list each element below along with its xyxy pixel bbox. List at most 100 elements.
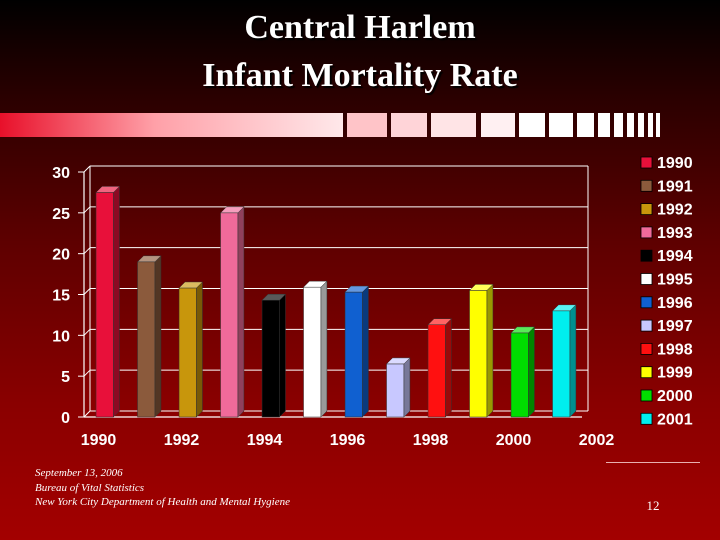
- legend-swatch-1998: [640, 342, 653, 355]
- legend-label-1996: 1996: [657, 295, 693, 312]
- bar-1991: [136, 255, 162, 418]
- legend-swatch-2001: [640, 412, 653, 425]
- bar-top: [385, 357, 411, 365]
- bar-front: [220, 212, 239, 418]
- title-line-2: Infant Mortality Rate: [202, 57, 518, 94]
- bar-chart: 0 5 10 15 20 25 30 1990 1992 1994 1996 1998 2000 2002…: [52, 155, 693, 449]
- bar-side: [196, 281, 203, 418]
- bar-1993: [219, 206, 245, 418]
- y-tick-label: 15: [52, 288, 70, 305]
- legend-label-1995: 1995: [657, 272, 693, 289]
- bar-side: [403, 357, 411, 418]
- legend-swatch-1997: [640, 319, 653, 332]
- bar-2000: [510, 326, 536, 418]
- bar-top: [551, 304, 577, 312]
- gridline-diagonal: [83, 206, 91, 214]
- bar-side: [113, 185, 120, 418]
- bar-front: [427, 324, 446, 418]
- bar-side: [320, 280, 328, 418]
- y-tick-label: 0: [61, 410, 70, 427]
- legend-swatch-1999: [640, 366, 653, 379]
- legend-swatch-1994: [640, 249, 653, 262]
- bar-front: [386, 363, 405, 418]
- legend-swatch-1993: [640, 226, 653, 239]
- gridline-diagonal: [83, 410, 91, 418]
- bar-side: [154, 255, 162, 418]
- legend-swatch-1990: [640, 156, 653, 169]
- bar-1990: [95, 185, 121, 418]
- x-tick-label: 1996: [330, 432, 366, 449]
- legend-swatch-1992: [640, 203, 653, 216]
- footer-bureau: Bureau of Vital Statistics: [35, 482, 145, 494]
- legend-label-1993: 1993: [657, 225, 693, 242]
- gridline-diagonal: [83, 288, 91, 295]
- bar-1997: [385, 357, 411, 418]
- bar-front: [95, 192, 114, 418]
- bar-front: [552, 310, 571, 418]
- bar-side: [279, 293, 286, 418]
- legend-swatch-2000: [640, 389, 653, 402]
- y-tick-label: 25: [52, 206, 70, 223]
- legend-label-1997: 1997: [657, 318, 693, 335]
- bar-top: [261, 293, 287, 301]
- legend-swatch-1996: [640, 296, 653, 309]
- page-number-rule: [606, 462, 700, 463]
- bar-front: [510, 332, 529, 418]
- bar-1994: [261, 293, 287, 418]
- x-tick-label: 1992: [164, 432, 200, 449]
- bar-top: [344, 285, 370, 293]
- bar-front: [261, 299, 280, 418]
- legend-label-1992: 1992: [657, 202, 693, 219]
- bar-1992: [178, 281, 204, 418]
- footer-department: New York City Department of Health and M…: [35, 496, 291, 508]
- gridline-diagonal: [83, 247, 91, 255]
- bar-top: [219, 206, 245, 214]
- page-number: 12: [646, 498, 660, 513]
- x-tick-label: 1990: [81, 432, 117, 449]
- gridline-diagonal: [83, 165, 91, 173]
- bar-1999: [468, 283, 494, 418]
- legend-label-2001: 2001: [657, 411, 693, 428]
- legend-label-1991: 1991: [657, 178, 693, 195]
- x-tick-label: 1998: [413, 432, 449, 449]
- x-tick-label: 1994: [247, 432, 283, 449]
- legend-label-1999: 1999: [657, 365, 693, 382]
- x-tick-label: 2000: [496, 432, 532, 449]
- bar-side: [486, 283, 494, 418]
- bar-1996: [344, 285, 370, 418]
- bar-side: [569, 304, 577, 418]
- legend-label-1994: 1994: [657, 248, 693, 265]
- bar-front: [469, 290, 488, 418]
- gridline-diagonal: [83, 369, 91, 377]
- bar-2001: [551, 304, 577, 418]
- bar-top: [178, 281, 204, 289]
- bar-top: [510, 326, 536, 334]
- decorative-gradient-bar: [0, 113, 660, 137]
- bar-side: [445, 318, 452, 418]
- bar-side: [237, 206, 245, 418]
- legend-label-1998: 1998: [657, 341, 693, 358]
- bar-front: [303, 286, 322, 418]
- bar-side: [362, 285, 369, 418]
- y-tick-label: 5: [61, 369, 70, 386]
- bar-top: [136, 255, 162, 263]
- bar-front: [344, 291, 363, 418]
- legend-label-2000: 2000: [657, 388, 693, 405]
- y-tick-label: 10: [52, 328, 70, 345]
- legend-swatch-1991: [640, 179, 653, 192]
- bar-top: [468, 284, 494, 291]
- bar-1998: [427, 318, 453, 418]
- bar-top: [302, 280, 328, 288]
- bar-front: [137, 261, 156, 418]
- legend-swatch-1995: [640, 273, 653, 285]
- bar-1995: [302, 280, 328, 418]
- footer-date: September 13, 2006: [35, 467, 123, 479]
- legend-label-1990: 1990: [657, 155, 693, 172]
- y-tick-label: 20: [52, 247, 70, 264]
- title-line-1: Central Harlem: [244, 9, 476, 46]
- bar-side: [528, 326, 535, 418]
- gridline-diagonal: [83, 328, 91, 336]
- bar-top: [427, 318, 453, 325]
- bar-front: [178, 287, 197, 418]
- y-tick-label: 30: [52, 165, 70, 182]
